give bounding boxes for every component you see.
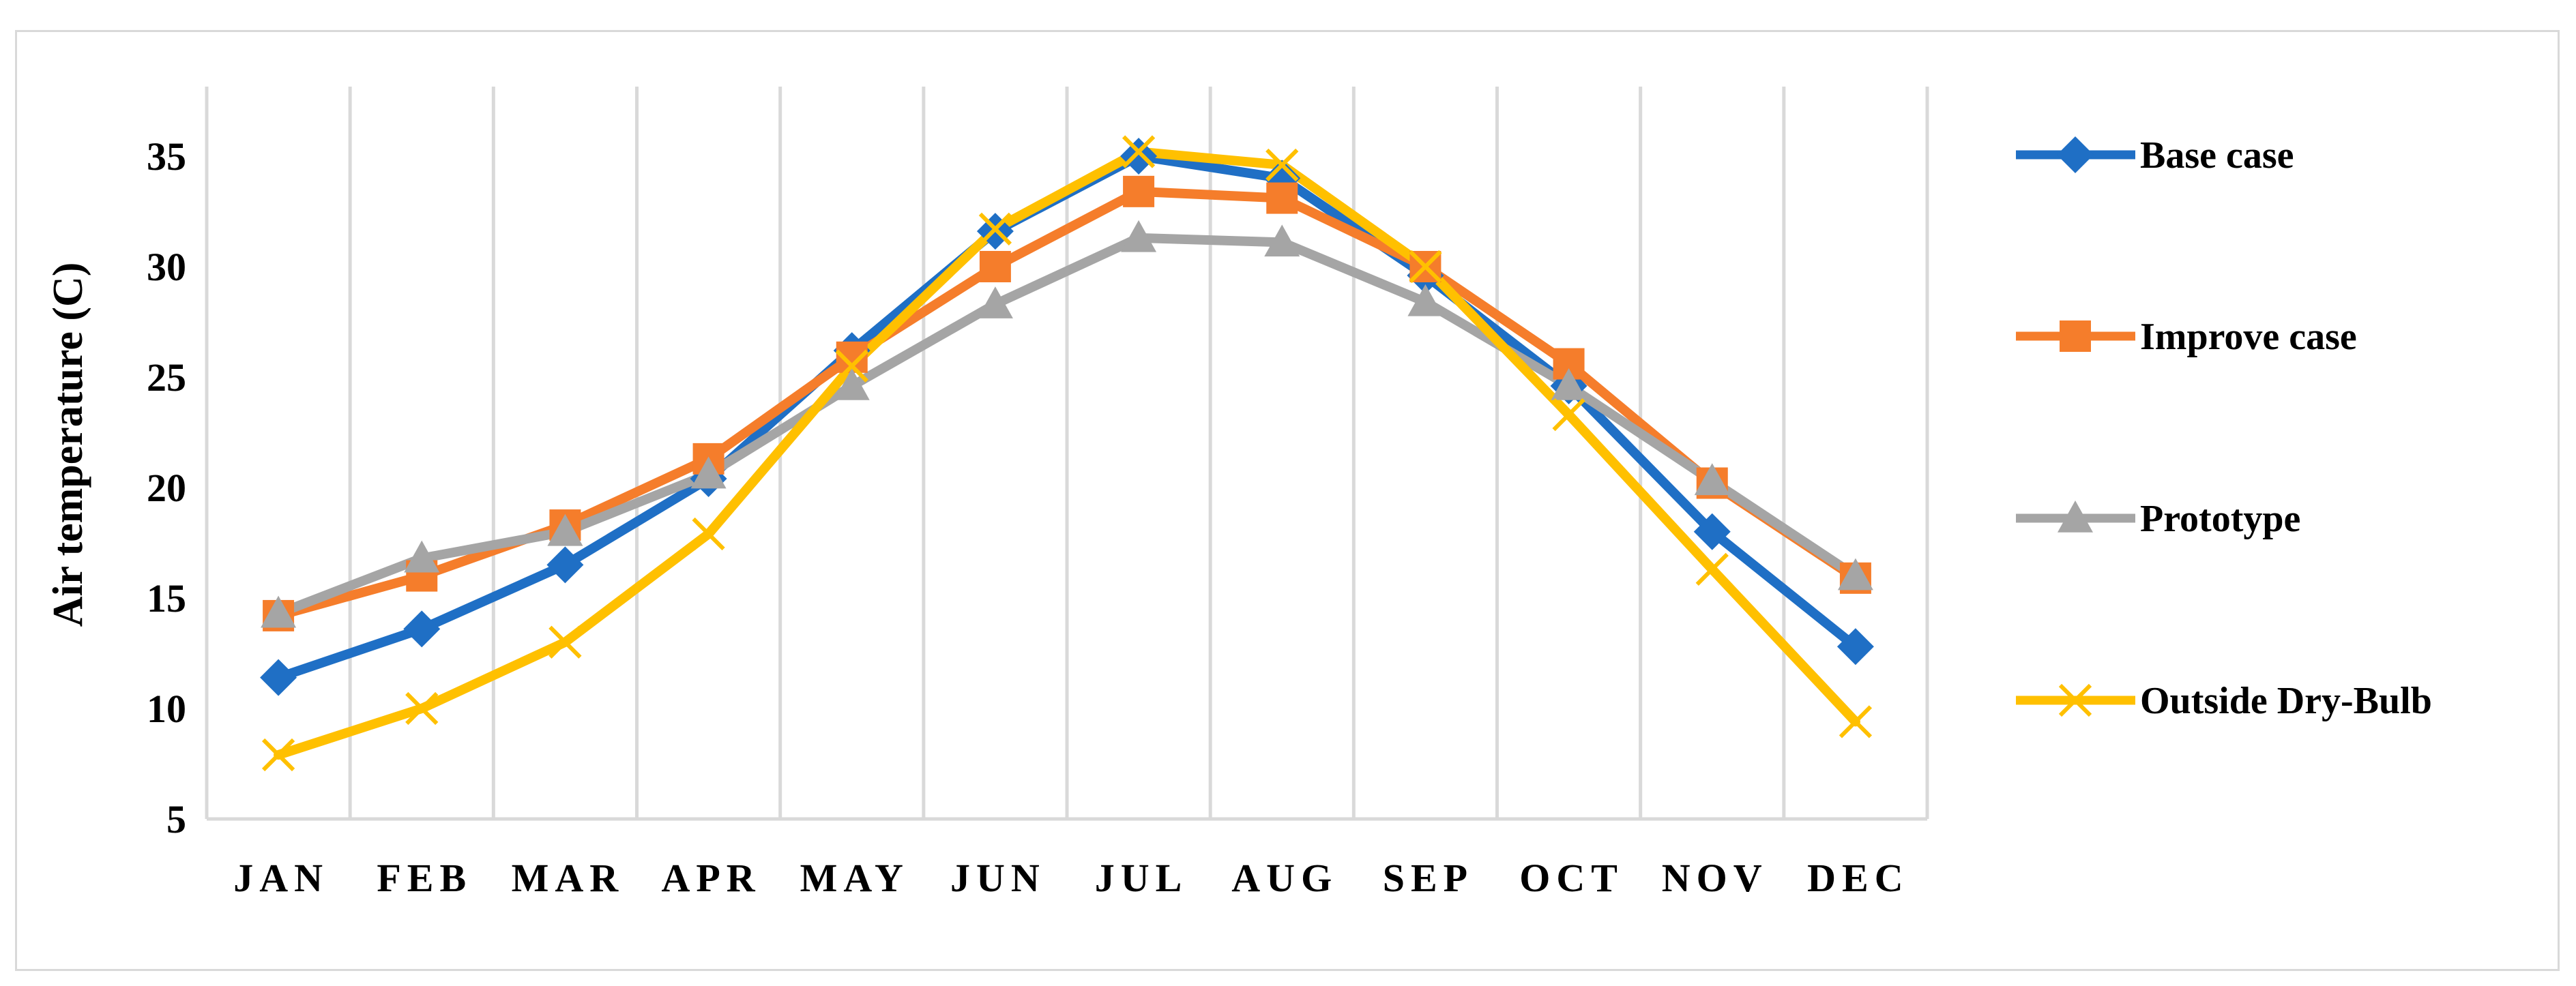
x-marker-stroke <box>405 691 439 726</box>
x-marker-stroke <box>261 738 295 772</box>
chart-frame: 5 10 15 20 25 30 35 JAN FEB MAR APR MAY JUN JUL AUG SEP… <box>15 30 2560 971</box>
data-point-prototype <box>404 540 440 573</box>
legend-label: Outside Dry-Bulb <box>2140 680 2432 722</box>
data-point-outside-dry-bulb <box>978 212 1012 246</box>
legend: Base case Improve case Prototype Outside Dr… <box>2016 134 2432 722</box>
data-point-outside-dry-bulb <box>548 625 582 659</box>
y-tick-label: 35 <box>147 134 186 179</box>
x-marker-stroke <box>835 349 868 383</box>
series-lines <box>274 147 1860 760</box>
data-point-outside-dry-bulb <box>1122 135 1156 168</box>
x-tick-label: OCT <box>1519 856 1624 900</box>
data-point-outside-dry-bulb <box>1695 552 1729 586</box>
data-point-outside-dry-bulb <box>1265 148 1299 182</box>
line-chart: 5 10 15 20 25 30 35 JAN FEB MAR APR MAY JUN JUL AUG SEP… <box>45 87 2432 900</box>
x-tick-label: JAN <box>233 856 329 900</box>
data-point-improve-case <box>1123 175 1155 207</box>
y-tick-label: 15 <box>147 576 186 621</box>
x-marker-stroke <box>1839 705 1873 738</box>
data-point-prototype <box>977 286 1013 318</box>
data-point-outside-dry-bulb <box>835 349 868 383</box>
data-point-base-case <box>260 659 297 696</box>
legend-item-improve-case: Improve case <box>2016 316 2357 358</box>
data-point-base-case <box>1120 138 1158 175</box>
legend-label: Base case <box>2140 134 2294 177</box>
legend-swatch-marker <box>2058 501 2093 533</box>
series-markers <box>260 135 1874 772</box>
x-tick-label: SEP <box>1383 856 1474 900</box>
data-point-prototype <box>1694 463 1730 496</box>
data-point-improve-case <box>979 251 1011 282</box>
data-point-outside-dry-bulb <box>1552 398 1585 432</box>
data-point-base-case <box>403 610 441 648</box>
y-axis-title: Air temperature (C) <box>45 263 91 627</box>
data-point-prototype <box>1121 220 1157 252</box>
legend-swatch-marker <box>2057 136 2094 173</box>
x-tick-label: DEC <box>1807 856 1909 900</box>
x-tick-label: MAR <box>512 856 625 900</box>
legend-label: Prototype <box>2140 498 2300 540</box>
x-marker-stroke <box>548 625 582 659</box>
data-point-outside-dry-bulb <box>1409 250 1442 284</box>
data-point-prototype <box>1264 224 1300 257</box>
x-tick-label: APR <box>661 856 761 900</box>
axes <box>205 87 1927 821</box>
data-point-base-case <box>1693 513 1731 550</box>
x-tick-label: JUL <box>1095 856 1188 900</box>
x-marker-stroke <box>1122 135 1156 168</box>
y-tick-label: 30 <box>147 245 186 289</box>
data-point-improve-case <box>1266 182 1298 214</box>
data-point-outside-dry-bulb <box>1839 705 1873 738</box>
x-tick-label: FEB <box>377 856 472 900</box>
x-marker-stroke <box>1552 398 1585 432</box>
legend-swatch-marker <box>2060 320 2091 352</box>
x-marker-stroke <box>978 212 1012 246</box>
y-tick-label: 25 <box>147 355 186 400</box>
x-tick-label: AUG <box>1231 856 1338 900</box>
y-tick-label: 5 <box>166 797 186 841</box>
tick-labels: 5 10 15 20 25 30 35 JAN FEB MAR APR MAY JUN JUL AUG SEP… <box>147 134 1909 900</box>
x-tick-label: NOV <box>1662 856 1768 900</box>
series-line-prototype <box>274 233 1860 618</box>
x-marker-stroke <box>1409 250 1442 284</box>
data-point-prototype <box>547 513 583 546</box>
legend-item-outside-dry-bulb: Outside Dry-Bulb <box>2016 680 2432 722</box>
data-point-prototype <box>1837 558 1873 591</box>
data-point-outside-dry-bulb <box>405 691 439 726</box>
data-point-prototype <box>1407 284 1444 316</box>
data-point-prototype <box>261 595 297 628</box>
data-point-outside-dry-bulb <box>692 517 725 551</box>
y-tick-label: 10 <box>147 687 186 731</box>
x-marker-stroke <box>1265 148 1299 182</box>
y-tick-label: 20 <box>147 466 186 510</box>
data-point-prototype <box>1551 368 1587 400</box>
data-point-prototype <box>834 368 870 400</box>
legend-swatch-marker <box>2058 683 2092 717</box>
data-point-base-case <box>546 546 584 584</box>
x-tick-label: MAY <box>800 856 909 900</box>
data-point-prototype <box>690 456 727 489</box>
legend-label: Improve case <box>2140 316 2357 358</box>
x-marker-stroke <box>692 517 725 551</box>
x-tick-label: JUN <box>950 856 1046 900</box>
legend-item-prototype: Prototype <box>2016 498 2300 540</box>
series-line-outside-dry-bulb <box>274 147 1860 760</box>
legend-item-base-case: Base case <box>2016 134 2294 177</box>
gridlines <box>348 87 1929 819</box>
data-point-base-case <box>1836 628 1874 666</box>
x-marker-stroke <box>1695 552 1729 586</box>
data-point-outside-dry-bulb <box>261 738 295 772</box>
x-marker-stroke <box>2058 683 2092 717</box>
